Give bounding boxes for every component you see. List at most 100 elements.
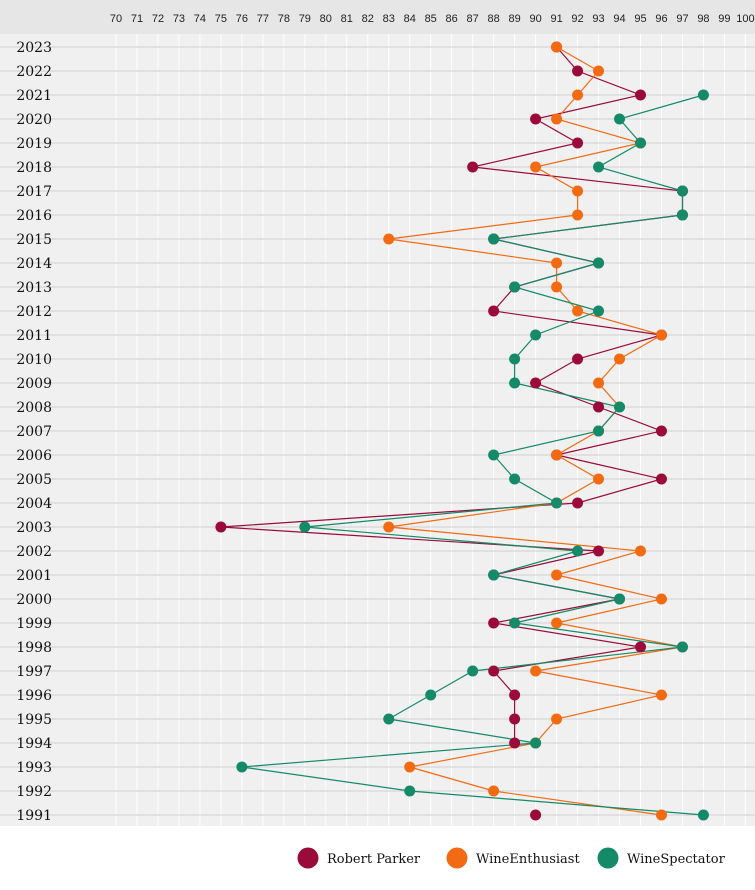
- data-point-robert-parker-2004[interactable]: [572, 497, 584, 509]
- data-point-winespectator-1997[interactable]: [467, 665, 479, 677]
- data-point-winespectator-2016[interactable]: [676, 209, 688, 221]
- data-point-robert-parker-2002[interactable]: [593, 545, 605, 557]
- data-point-wineenthusiast-2017[interactable]: [572, 185, 584, 197]
- data-point-winespectator-2004[interactable]: [551, 497, 563, 509]
- data-point-wineenthusiast-2023[interactable]: [551, 41, 563, 53]
- data-point-winespectator-2014[interactable]: [593, 257, 605, 269]
- x-tick-label: 73: [173, 13, 185, 25]
- data-point-robert-parker-1999[interactable]: [488, 617, 500, 629]
- data-point-robert-parker-2003[interactable]: [215, 521, 227, 533]
- x-tick-label: 70: [110, 13, 122, 25]
- data-point-robert-parker-1995[interactable]: [509, 713, 521, 725]
- data-point-winespectator-1998[interactable]: [676, 641, 688, 653]
- x-tick-label: 81: [341, 13, 353, 25]
- top-axis-band: [0, 0, 755, 34]
- data-point-wineenthusiast-2022[interactable]: [593, 65, 605, 77]
- data-point-wineenthusiast-1996[interactable]: [655, 689, 667, 701]
- data-point-winespectator-2003[interactable]: [299, 521, 311, 533]
- data-point-robert-parker-1991[interactable]: [530, 809, 542, 821]
- data-point-wineenthusiast-2014[interactable]: [551, 257, 563, 269]
- data-point-wineenthusiast-2011[interactable]: [655, 329, 667, 341]
- data-point-winespectator-1995[interactable]: [383, 713, 395, 725]
- x-tick-label: 96: [655, 13, 667, 25]
- data-point-winespectator-1991[interactable]: [697, 809, 709, 821]
- x-tick-label: 98: [697, 13, 709, 25]
- data-point-wineenthusiast-2002[interactable]: [635, 545, 646, 557]
- data-point-robert-parker-2018[interactable]: [467, 161, 479, 173]
- data-point-wineenthusiast-2013[interactable]: [551, 281, 563, 293]
- data-point-robert-parker-2021[interactable]: [635, 89, 646, 101]
- data-point-wineenthusiast-2018[interactable]: [530, 161, 542, 173]
- data-point-robert-parker-1998[interactable]: [635, 641, 646, 653]
- data-point-winespectator-2018[interactable]: [593, 161, 605, 173]
- data-point-winespectator-2012[interactable]: [593, 305, 605, 317]
- x-tick-label: 74: [194, 13, 206, 25]
- y-tick-label: 2020: [16, 112, 52, 128]
- data-point-robert-parker-1994[interactable]: [509, 737, 521, 749]
- y-tick-label: 1996: [16, 688, 52, 704]
- data-point-wineenthusiast-1995[interactable]: [551, 713, 563, 725]
- data-point-robert-parker-2019[interactable]: [572, 137, 584, 149]
- data-point-wineenthusiast-2021[interactable]: [572, 89, 584, 101]
- data-point-winespectator-2000[interactable]: [614, 593, 626, 605]
- data-point-winespectator-1994[interactable]: [530, 737, 542, 749]
- data-point-wineenthusiast-1999[interactable]: [551, 617, 563, 629]
- data-point-winespectator-2020[interactable]: [614, 113, 626, 125]
- data-point-winespectator-1993[interactable]: [236, 761, 248, 773]
- y-tick-label: 2002: [16, 544, 52, 560]
- data-point-wineenthusiast-2003[interactable]: [383, 521, 395, 533]
- data-point-winespectator-2011[interactable]: [530, 329, 542, 341]
- data-point-winespectator-2009[interactable]: [509, 377, 521, 389]
- data-point-winespectator-2006[interactable]: [488, 449, 500, 461]
- data-point-wineenthusiast-2020[interactable]: [551, 113, 563, 125]
- x-tick-label: 84: [404, 13, 416, 25]
- data-point-winespectator-2017[interactable]: [676, 185, 688, 197]
- y-tick-label: 2001: [16, 568, 52, 584]
- y-tick-label: 2013: [16, 280, 52, 296]
- data-point-winespectator-2002[interactable]: [572, 545, 584, 557]
- data-point-wineenthusiast-1992[interactable]: [488, 785, 500, 797]
- data-point-winespectator-1996[interactable]: [425, 689, 437, 701]
- data-point-winespectator-2010[interactable]: [509, 353, 521, 365]
- data-point-winespectator-2021[interactable]: [697, 89, 709, 101]
- data-point-winespectator-2015[interactable]: [488, 233, 500, 245]
- data-point-robert-parker-2009[interactable]: [530, 377, 542, 389]
- data-point-winespectator-2019[interactable]: [635, 137, 646, 149]
- x-tick-label: 92: [571, 13, 583, 25]
- data-point-wineenthusiast-2010[interactable]: [614, 353, 626, 365]
- data-point-winespectator-2005[interactable]: [509, 473, 521, 485]
- data-point-robert-parker-2020[interactable]: [530, 113, 542, 125]
- data-point-wineenthusiast-2006[interactable]: [551, 449, 563, 461]
- data-point-wineenthusiast-2000[interactable]: [655, 593, 667, 605]
- data-point-winespectator-2008[interactable]: [614, 401, 626, 413]
- data-point-robert-parker-2008[interactable]: [593, 401, 605, 413]
- data-point-wineenthusiast-2009[interactable]: [593, 377, 605, 389]
- data-point-wineenthusiast-1991[interactable]: [655, 809, 667, 821]
- data-point-wineenthusiast-2012[interactable]: [572, 305, 584, 317]
- data-point-winespectator-2001[interactable]: [488, 569, 500, 581]
- data-point-winespectator-2007[interactable]: [593, 425, 605, 437]
- y-tick-label: 1997: [16, 664, 52, 680]
- data-point-winespectator-1999[interactable]: [509, 617, 521, 629]
- x-tick-label: 95: [634, 13, 646, 25]
- data-point-wineenthusiast-1993[interactable]: [404, 761, 416, 773]
- y-tick-label: 2005: [16, 472, 52, 488]
- data-point-wineenthusiast-2001[interactable]: [551, 569, 563, 581]
- data-point-robert-parker-2005[interactable]: [655, 473, 667, 485]
- data-point-robert-parker-2012[interactable]: [488, 305, 500, 317]
- data-point-robert-parker-2022[interactable]: [572, 65, 584, 77]
- data-point-wineenthusiast-2005[interactable]: [593, 473, 605, 485]
- data-point-wineenthusiast-2016[interactable]: [572, 209, 584, 221]
- data-point-robert-parker-2010[interactable]: [572, 353, 584, 365]
- data-point-wineenthusiast-2015[interactable]: [383, 233, 395, 245]
- data-point-wineenthusiast-1997[interactable]: [530, 665, 542, 677]
- data-point-winespectator-2013[interactable]: [509, 281, 521, 293]
- data-point-winespectator-1992[interactable]: [404, 785, 416, 797]
- data-point-robert-parker-2007[interactable]: [655, 425, 667, 437]
- horizontal-gridlines: [0, 46, 755, 816]
- data-point-robert-parker-1996[interactable]: [509, 689, 521, 701]
- data-point-robert-parker-1997[interactable]: [488, 665, 500, 677]
- legend-swatch-robert-parker: [297, 847, 319, 869]
- x-tick-label: 93: [592, 13, 604, 25]
- x-tick-label: 83: [383, 13, 395, 25]
